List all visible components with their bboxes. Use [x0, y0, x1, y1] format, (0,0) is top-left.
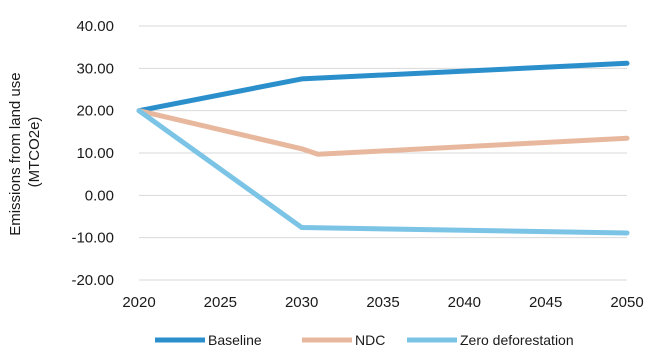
- y-tick-label: -10.00: [71, 230, 114, 247]
- legend-label-zero-deforestation: Zero deforestation: [460, 332, 574, 348]
- y-tick-label: 20.00: [76, 103, 114, 120]
- y-axis: 40.00 30.00 20.00 10.00 0.00 -10.00 -20.00: [71, 18, 114, 289]
- y-tick-label: 0.00: [85, 187, 114, 204]
- x-axis: 2020 2025 2030 2035 2040 2045 2050: [122, 294, 643, 311]
- x-tick-label: 2020: [122, 294, 155, 311]
- y-axis-title-line-1: Emissions from land use: [7, 72, 24, 235]
- y-tick-label: -20.00: [71, 272, 114, 289]
- y-tick-label: 30.00: [76, 60, 114, 77]
- x-tick-label: 2040: [448, 294, 481, 311]
- series-line-baseline: [136, 60, 630, 114]
- series-line-zero-deforestation: [136, 108, 630, 236]
- series-line-ndc: [136, 108, 630, 157]
- x-tick-label: 2035: [366, 294, 399, 311]
- grid-lines: [139, 25, 627, 281]
- x-tick-label: 2025: [204, 294, 237, 311]
- y-axis-title-line-2: (MTCO2e): [26, 117, 43, 188]
- legend-label-ndc: NDC: [355, 332, 385, 348]
- x-tick-label: 2050: [610, 294, 643, 311]
- x-tick-label: 2045: [529, 294, 562, 311]
- x-tick-label: 2030: [285, 294, 318, 311]
- y-axis-title: Emissions from land use (MTCO2e): [7, 68, 43, 236]
- legend-label-baseline: Baseline: [208, 332, 262, 348]
- y-tick-label: 40.00: [76, 18, 114, 35]
- legend: Baseline NDC Zero deforestation: [155, 332, 574, 348]
- series-lines: [136, 60, 630, 236]
- y-tick-label: 10.00: [76, 145, 114, 162]
